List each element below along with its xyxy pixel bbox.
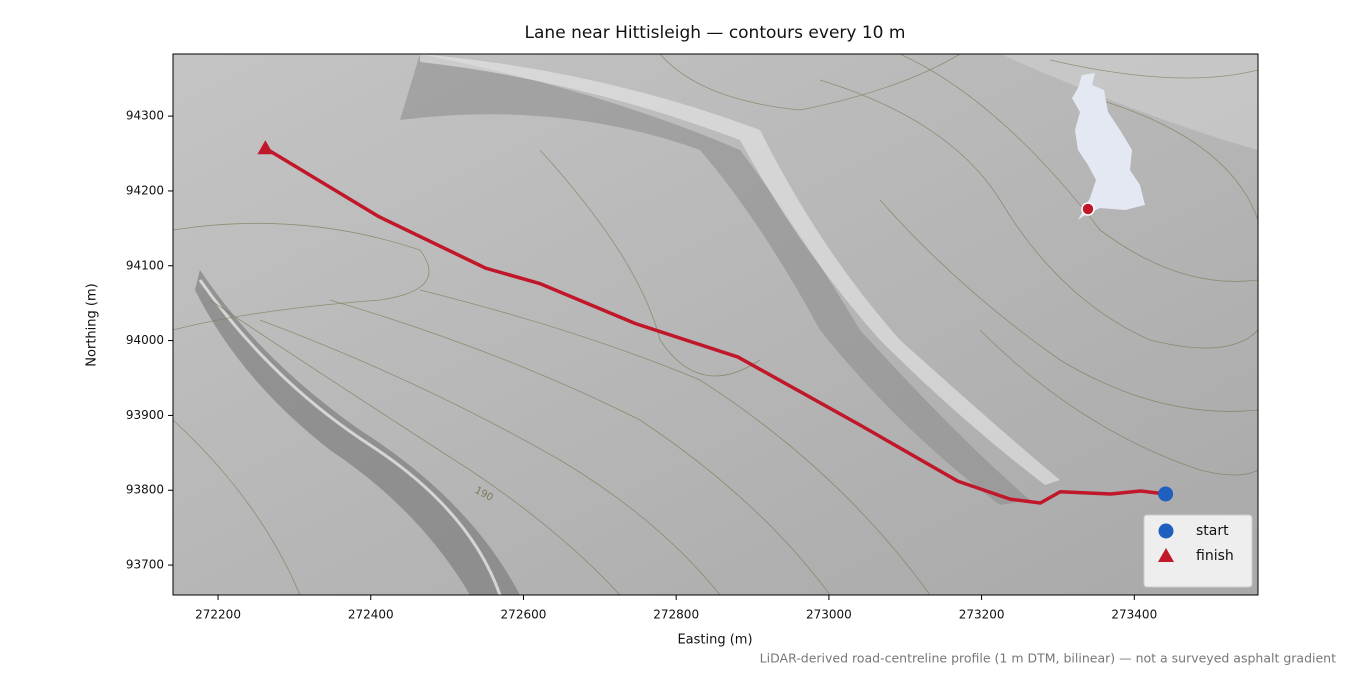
x-tick-label: 273000 bbox=[806, 608, 852, 622]
legend-label: start bbox=[1196, 523, 1229, 539]
x-tick-label: 272200 bbox=[195, 608, 241, 622]
x-tick-label: 272800 bbox=[653, 608, 699, 622]
chart-title: Lane near Hittisleigh — contours every 1… bbox=[525, 23, 906, 43]
y-tick-label: 94000 bbox=[126, 333, 164, 347]
legend-symbol bbox=[1158, 548, 1174, 562]
marker-triangle bbox=[257, 140, 274, 155]
y-tick-label: 93700 bbox=[126, 558, 164, 572]
y-tick-label: 94100 bbox=[126, 258, 164, 272]
y-tick-label: 93800 bbox=[126, 483, 164, 497]
hillshade bbox=[173, 54, 1258, 595]
inset-map bbox=[1072, 73, 1145, 220]
x-tick-label: 272600 bbox=[501, 608, 547, 622]
legend-symbol bbox=[1158, 523, 1174, 539]
y-axis-label: Northing (m) bbox=[85, 283, 100, 366]
y-tick-label: 93900 bbox=[126, 408, 164, 422]
contours bbox=[173, 54, 1258, 595]
footnote: LiDAR-derived road-centreline profile (1… bbox=[760, 651, 1336, 666]
plot-frame bbox=[172, 53, 1259, 596]
route-line bbox=[264, 146, 1166, 505]
legend-label: finish bbox=[1196, 548, 1234, 564]
y-tick-label: 94200 bbox=[126, 183, 164, 197]
x-tick-label: 272400 bbox=[348, 608, 394, 622]
y-tick-label: 94300 bbox=[126, 109, 164, 123]
x-axis-label: Easting (m) bbox=[677, 633, 752, 648]
x-tick-label: 273400 bbox=[1111, 608, 1157, 622]
legend: start finish bbox=[1143, 514, 1253, 588]
x-tick-label: 273200 bbox=[959, 608, 1005, 622]
marker-circle bbox=[1158, 486, 1174, 502]
